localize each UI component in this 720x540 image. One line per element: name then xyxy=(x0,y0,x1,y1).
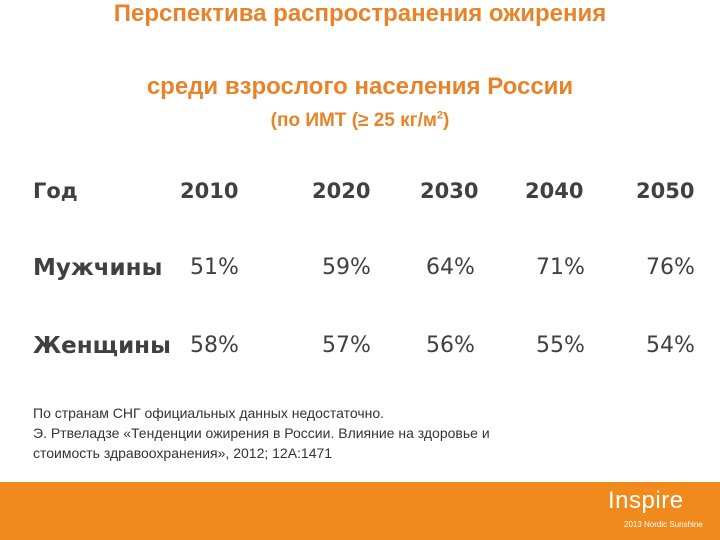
value-cell: 58% xyxy=(190,333,239,358)
value-cell: 64% xyxy=(426,255,475,280)
title-line-3: (по ИМТ (≥ 25 кг/м2) xyxy=(0,110,720,132)
footer-bar xyxy=(0,482,720,540)
value-cell: 51% xyxy=(190,255,239,280)
value-cell: 56% xyxy=(426,333,475,358)
value-cell: 57% xyxy=(322,333,371,358)
title-line-2: среди взрослого населения России xyxy=(146,73,574,100)
year-cell: 2040 xyxy=(525,179,584,203)
title-bmi-text: (по ИМТ (≥ 25 кг/м xyxy=(270,110,437,131)
year-cell: 2010 xyxy=(180,179,239,203)
year-cell: 2030 xyxy=(420,179,479,203)
brand-logo: Inspire xyxy=(608,487,684,514)
brand-subtitle: 2013 Nordic Sunshine xyxy=(624,520,703,529)
year-header-label: Год xyxy=(33,179,78,203)
title-superscript: 2 xyxy=(436,109,444,122)
year-cell: 2020 xyxy=(312,179,371,203)
year-cell: 2050 xyxy=(636,179,695,203)
value-cell: 76% xyxy=(646,255,695,280)
value-cell: 59% xyxy=(322,255,371,280)
note-line: По странам СНГ официальных данных недост… xyxy=(33,405,385,421)
title-line-1: Перспектива распространения ожирения xyxy=(113,0,607,27)
value-cell: 55% xyxy=(536,333,585,358)
source-note: По странам СНГ официальных данных недост… xyxy=(33,403,683,463)
note-line: Э. Ртвеладзе «Тенденции ожирения в Росси… xyxy=(33,425,490,441)
value-cell: 71% xyxy=(536,255,585,280)
row-label-men: Мужчины xyxy=(33,255,163,281)
prevalence-table: Год 2010 2020 2030 2040 2050 Мужчины 51%… xyxy=(33,179,695,359)
title-bmi-close: ) xyxy=(443,110,450,131)
value-cell: 54% xyxy=(646,333,695,358)
note-line: стоимость здравоохранения», 2012; 12А:14… xyxy=(33,445,333,461)
row-label-women: Женщины xyxy=(33,333,171,359)
